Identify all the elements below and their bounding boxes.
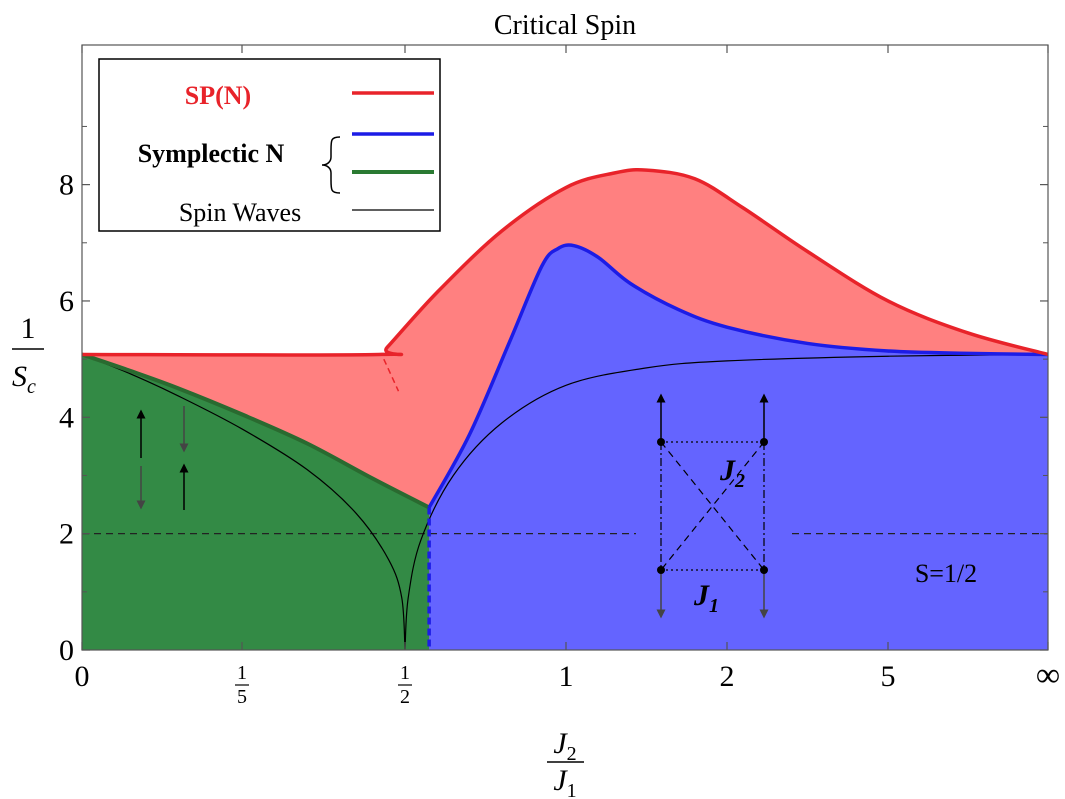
y-tick-label: 8 — [59, 169, 74, 202]
y-axis-ticks: 0 2 4 6 8 — [59, 125, 1048, 667]
sp-n-dashed-segment — [383, 358, 400, 392]
inset-site — [657, 566, 665, 574]
legend: SP(N) Symplectic N Spin Waves — [98, 58, 441, 232]
x-tick-label-numerator: 1 — [400, 662, 410, 684]
x-tick-label: 2 — [720, 660, 735, 693]
y-tick-label: 2 — [59, 518, 74, 551]
sp-n-line — [82, 167, 1048, 357]
inset-label-j1: J1 — [693, 579, 719, 617]
y-label-numerator: 1 — [21, 312, 36, 345]
inset-site — [657, 438, 665, 446]
inset-label-j2: J2 — [719, 454, 745, 492]
x-axis-label: J2 J1 — [547, 727, 584, 799]
spin-waves-line-left — [82, 353, 406, 650]
legend-box — [98, 58, 441, 232]
x-tick-label-numerator: 1 — [237, 662, 247, 684]
inset-site — [760, 566, 768, 574]
symplectic-blue-area — [429, 245, 1048, 650]
x-tick-label: ∞ — [1036, 657, 1060, 694]
x-tick-label-denominator: 5 — [237, 686, 247, 708]
spin-arrows-icon — [136, 406, 189, 510]
plot-frame — [81, 44, 1049, 651]
inset-site — [760, 438, 768, 446]
y-axis-label: 1 Sc — [12, 312, 44, 398]
x-tick-label: 0 — [75, 660, 90, 693]
legend-label-spin-waves: Spin Waves — [179, 198, 301, 227]
legend-label-symplectic-n: Symplectic N — [138, 139, 285, 168]
lattice-inset-diagram: J2 J1 — [656, 393, 769, 619]
legend-label-sp-n: SP(N) — [185, 81, 251, 110]
inset-diagonal-a — [660, 441, 765, 571]
spin-waves-line-right — [404, 353, 1048, 650]
reference-line-label: S=1/2 — [915, 559, 977, 588]
symplectic-blue-line — [427, 243, 1048, 509]
inset-diagonal-b — [660, 441, 765, 571]
x-tick-label: 1 — [559, 660, 574, 693]
symplectic-green-line — [82, 352, 431, 510]
chart-title: Critical Spin — [494, 10, 636, 41]
symplectic-green-area — [82, 354, 430, 650]
y-tick-label: 4 — [59, 401, 74, 434]
x-label-numerator: J2 — [553, 727, 576, 765]
x-tick-label-denominator: 2 — [400, 686, 410, 708]
y-tick-label: 6 — [59, 285, 74, 318]
y-label-denominator: Sc — [12, 360, 36, 398]
x-label-denominator: J1 — [553, 764, 576, 799]
legend-brace-icon — [321, 136, 341, 194]
x-tick-label: 5 — [881, 660, 896, 693]
y-tick-label: 0 — [59, 634, 74, 667]
